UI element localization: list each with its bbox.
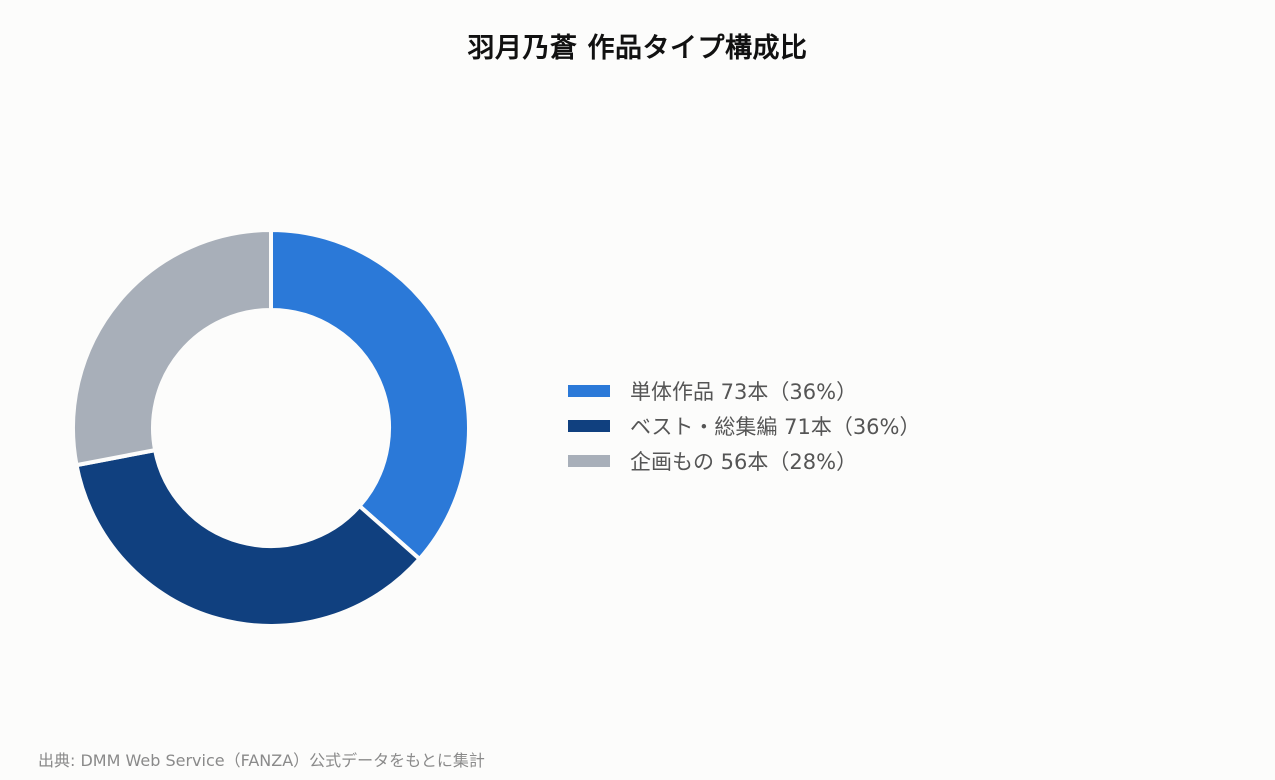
legend-item-single: 単体作品 73本（36%） [568,373,921,408]
slice-single [269,228,471,561]
chart-legend: 単体作品 73本（36%） ベスト・総集編 71本（36%） 企画もの 56本（… [568,373,921,478]
legend-label-single: 単体作品 73本（36%） [630,379,858,404]
donut-chart [71,228,471,628]
legend-label-best: ベスト・総集編 71本（36%） [630,414,921,439]
legend-item-best: ベスト・総集編 71本（36%） [568,408,921,443]
legend-swatch-single [568,384,610,397]
legend-item-planning: 企画もの 56本（28%） [568,443,921,478]
slice-best [74,448,422,628]
legend-label-planning: 企画もの 56本（28%） [630,449,858,474]
legend-swatch-best [568,419,610,432]
donut-slices [71,228,471,628]
legend-swatch-planning [568,454,610,467]
source-note: 出典: DMM Web Service（FANZA）公式データをもとに集計 [38,751,485,770]
slice-planning [71,228,273,468]
chart-title: 羽月乃蒼 作品タイプ構成比 [467,33,808,64]
